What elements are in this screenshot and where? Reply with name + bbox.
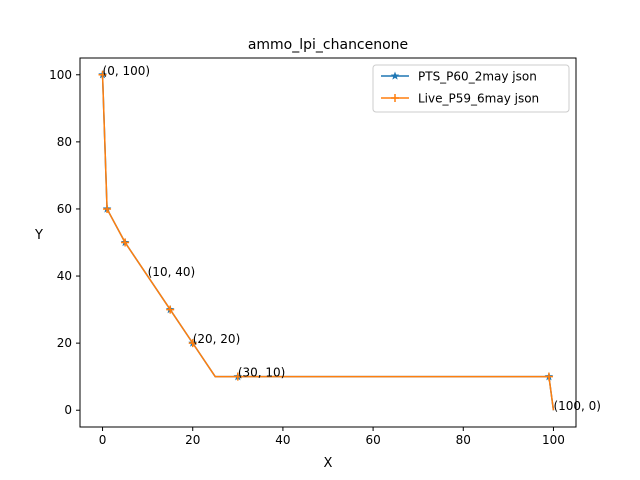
legend-marker-plus-icon: [391, 94, 399, 102]
data-point-plus-marker: [166, 305, 175, 314]
x-tick-label: 60: [365, 433, 380, 447]
y-tick-label: 40: [57, 269, 72, 283]
y-tick-label: 20: [57, 336, 72, 350]
x-axis: 0 20 40 60 80 100: [99, 427, 565, 447]
y-tick-label: 60: [57, 202, 72, 216]
point-annotation: (10, 40): [148, 265, 196, 279]
x-tick-label: 0: [99, 433, 107, 447]
y-axis-label: Y: [34, 228, 43, 243]
point-annotation: (20, 20): [193, 332, 241, 346]
point-annotation: (100, 0): [553, 399, 601, 413]
y-tick-label: 0: [64, 403, 72, 417]
data-point-plus-marker: [121, 238, 130, 247]
data-point-plus-marker: [188, 339, 197, 348]
y-tick-label: 80: [57, 135, 72, 149]
legend: PTS_P60_2may json Live_P59_6may json: [372, 64, 570, 113]
legend-label-pts: PTS_P60_2may json: [418, 70, 537, 84]
series-layer: [98, 70, 555, 411]
x-tick-label: 40: [275, 433, 290, 447]
y-axis: 0 20 40 60 80 100: [49, 68, 80, 417]
x-tick-label: 20: [185, 433, 200, 447]
annotation-layer: (0, 100) (10, 40) (20, 20) (30, 10) (100, 0): [103, 64, 601, 413]
point-annotation: (0, 100): [103, 64, 151, 78]
chart-title: ammo_lpi_chancenone: [248, 37, 408, 53]
data-point-plus-marker: [103, 204, 112, 213]
data-point-plus-marker: [98, 70, 107, 79]
legend-label-live: Live_P59_6may json: [418, 92, 539, 106]
data-point-plus-marker: [233, 372, 242, 381]
legend-box: [372, 64, 570, 113]
x-tick-label: 100: [542, 433, 565, 447]
plot-area-frame: [79, 57, 577, 428]
data-point-plus-marker: [544, 372, 553, 381]
y-tick-label: 100: [49, 68, 72, 82]
x-axis-label: X: [324, 456, 333, 471]
x-tick-label: 80: [456, 433, 471, 447]
legend-marker-star-icon: [390, 71, 400, 80]
point-annotation: (30, 10): [238, 366, 286, 380]
